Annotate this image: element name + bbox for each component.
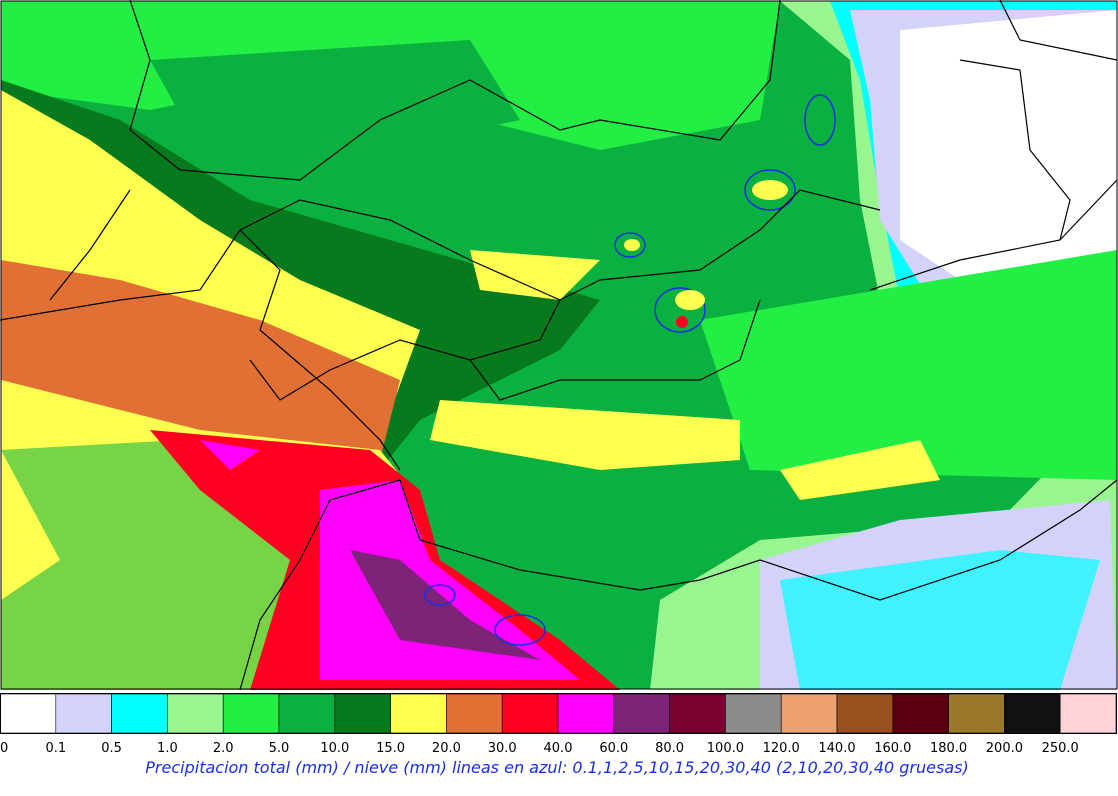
- colorbar-swatch: [780, 693, 838, 734]
- colorbar-label: 140.0: [818, 741, 855, 756]
- colorbar-swatch: [0, 693, 57, 734]
- colorbar-swatch: [1004, 693, 1061, 734]
- colorbar-label: 15.0: [376, 741, 405, 756]
- colorbar-swatch: [111, 693, 168, 734]
- colorbar-label: 160.0: [874, 741, 911, 756]
- colorbar-label: 20.0: [432, 741, 461, 756]
- colorbar-label: 40.0: [544, 741, 573, 756]
- colorbar: 0 0.1 0.5 1.0 2.0 5.0 10.0 15.0 20.0 30.0 40.0 60.0…: [0, 693, 1117, 756]
- colorbar-label: 200.0: [986, 741, 1023, 756]
- colorbar-swatch: [836, 693, 894, 734]
- colorbar-frame: [0, 693, 1117, 734]
- colorbar-label: 0.1: [45, 741, 66, 756]
- colorbar-label: 180.0: [930, 741, 967, 756]
- colorbar-label: 80.0: [655, 741, 684, 756]
- colorbar-swatch: [222, 693, 280, 734]
- map: [0, 0, 1118, 691]
- colorbar-swatch: [167, 693, 224, 734]
- colorbar-label: 60.0: [599, 741, 628, 756]
- colorbar-swatch: [557, 693, 615, 734]
- colorbar-swatch: [278, 693, 336, 734]
- colorbar-label: 0.5: [101, 741, 122, 756]
- colorbar-label: 1.0: [157, 741, 178, 756]
- colorbar-swatch: [390, 693, 447, 734]
- colorbar-swatch: [669, 693, 726, 734]
- colorbar-swatch: [948, 693, 1005, 734]
- colorbar-swatch: [446, 693, 503, 734]
- colorbar-swatch: [892, 693, 949, 734]
- colorbar-label: 30.0: [488, 741, 517, 756]
- colorbar-swatch: [725, 693, 782, 734]
- colorbar-swatch: [334, 693, 391, 734]
- caption: Precipitacion total (mm) / nieve (mm) li…: [145, 758, 968, 777]
- colorbar-label: 250.0: [1042, 741, 1079, 756]
- colorbar-swatch: [1059, 693, 1117, 734]
- colorbar-label: 100.0: [707, 741, 744, 756]
- colorbar-label: 10.0: [320, 741, 349, 756]
- colorbar-label: 5.0: [269, 741, 290, 756]
- colorbar-swatch: [613, 693, 670, 734]
- colorbar-label: 0: [0, 741, 8, 756]
- colorbar-swatch: [55, 693, 112, 734]
- colorbar-swatch: [501, 693, 559, 734]
- colorbar-label: 2.0: [213, 741, 234, 756]
- colorbar-label: 120.0: [763, 741, 800, 756]
